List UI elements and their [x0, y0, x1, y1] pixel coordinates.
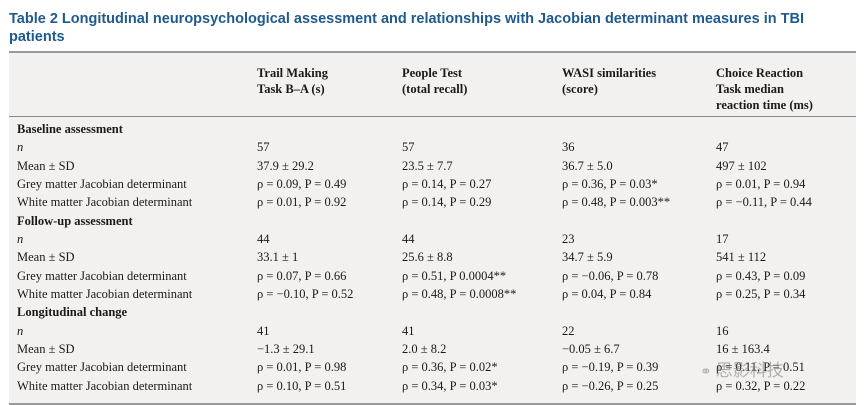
wechat-icon: ⚭: [700, 363, 712, 379]
row-label: Follow-up assessment: [17, 213, 133, 228]
table-cell: 22: [562, 323, 575, 338]
table-cell: ρ = 0.48, P = 0.0008**: [402, 286, 517, 301]
table-cell: 17: [716, 231, 729, 246]
table-cell: 16 ± 163.4: [716, 341, 770, 356]
header-line: WASI similarities: [562, 66, 657, 80]
header-line: Trail Making: [257, 66, 328, 80]
table-caption: Table 2 Longitudinal neuropsychological a…: [9, 10, 859, 46]
table-cell: ρ = 0.01, P = 0.98: [257, 360, 347, 375]
table-cell: ρ = 0.01, P = 0.92: [257, 195, 347, 210]
row-label: Mean ± SD: [17, 158, 75, 173]
header-line: Choice Reaction: [716, 66, 804, 80]
table-cell: 2.0 ± 8.2: [402, 341, 447, 356]
table-cell: ρ = 0.51, P 0.0004**: [402, 268, 507, 283]
table-cell: ρ = 0.14, P = 0.29: [402, 195, 492, 210]
table-cell: ρ = 0.11, P = 0.51: [716, 360, 805, 375]
table-row: n 41 41 22 16: [9, 322, 856, 340]
row-label: Longitudinal change: [17, 305, 128, 320]
table-row: White matter Jacobian determinant ρ = −0.…: [9, 285, 856, 303]
table-row: White matter Jacobian determinant ρ = 0.0…: [9, 193, 856, 211]
table-cell: ρ = 0.43, P = 0.09: [716, 268, 806, 283]
table-cell: ρ = 0.14, P = 0.27: [402, 176, 492, 191]
table-cell: ρ = 0.07, P = 0.66: [257, 268, 347, 283]
table-cell: 497 ± 102: [716, 158, 767, 173]
header-line: Task B–A (s): [257, 82, 325, 96]
table-cell: ρ = 0.10, P = 0.51: [257, 378, 347, 393]
table-cell: ρ = 0.48, P = 0.003**: [562, 195, 671, 210]
table-cell: ρ = 0.34, P = 0.03*: [402, 378, 498, 393]
table-row: Mean ± SD −1.3 ± 29.1 2.0 ± 8.2 −0.05 ± 6.7…: [9, 340, 856, 358]
row-label: White matter Jacobian determinant: [17, 195, 193, 210]
table-cell: ρ = 0.04, P = 0.84: [562, 286, 652, 301]
table-row: Mean ± SD 33.1 ± 1 25.6 ± 8.8 34.7 ± 5.9 541…: [9, 248, 856, 266]
header-line: (total recall): [402, 82, 468, 96]
table-cell: 34.7 ± 5.9: [562, 250, 613, 265]
table-cell: 47: [716, 140, 729, 155]
header-line: People Test: [402, 66, 463, 80]
row-label: White matter Jacobian determinant: [17, 378, 193, 393]
section-row: Longitudinal change: [9, 303, 856, 321]
results-table: Trail Making Task B–A (s) People Test (t…: [9, 51, 856, 405]
table-row: Grey matter Jacobian determinant ρ = 0.07…: [9, 267, 856, 285]
row-label: Mean ± SD: [17, 250, 75, 265]
header-divider: [9, 116, 856, 117]
column-header-wasi: WASI similarities (score): [562, 65, 656, 97]
watermark: ⚭ 思影科技: [700, 356, 784, 381]
row-label: n: [17, 323, 24, 338]
table-cell: ρ = 0.36, P = 0.03*: [562, 176, 658, 191]
table-row: Grey matter Jacobian determinant ρ = 0.01…: [9, 358, 856, 376]
row-label: Baseline assessment: [17, 122, 123, 136]
table-row: Grey matter Jacobian determinant ρ = 0.09…: [9, 175, 856, 193]
header-line: reaction time (ms): [716, 98, 813, 112]
row-label: n: [17, 140, 24, 155]
row-label: n: [17, 231, 24, 246]
row-label: White matter Jacobian determinant: [17, 286, 193, 301]
table-cell: 23.5 ± 7.7: [402, 158, 453, 173]
table-cell: ρ = −0.19, P = 0.39: [562, 360, 659, 375]
table-cell: 25.6 ± 8.8: [402, 250, 453, 265]
table-cell: 36.7 ± 5.0: [562, 158, 613, 173]
table-cell: 16: [716, 323, 729, 338]
row-label: Grey matter Jacobian determinant: [17, 176, 187, 191]
table-cell: 44: [402, 231, 415, 246]
row-label: Grey matter Jacobian determinant: [17, 360, 187, 375]
table-cell: ρ = 0.01, P = 0.94: [716, 176, 806, 191]
table-cell: 57: [257, 140, 270, 155]
header-line: Task median: [716, 82, 784, 96]
watermark-text: 思影科技: [715, 361, 784, 380]
table-cell: 44: [257, 231, 270, 246]
column-header-people-test: People Test (total recall): [402, 65, 467, 97]
table-cell: ρ = 0.36, P = 0.02*: [402, 360, 498, 375]
row-label: Mean ± SD: [17, 341, 75, 356]
row-label: Grey matter Jacobian determinant: [17, 268, 187, 283]
table-cell: ρ = −0.11, P = 0.44: [716, 195, 812, 210]
table-cell: ρ = −0.06, P = 0.78: [562, 268, 659, 283]
table-cell: 23: [562, 231, 575, 246]
table-cell: 57: [402, 140, 415, 155]
table-row: n 57 57 36 47: [9, 138, 856, 156]
section-row: Baseline assessment: [9, 120, 856, 138]
table-cell: 37.9 ± 29.2: [257, 158, 314, 173]
column-header-choice-reaction: Choice Reaction Task median reaction tim…: [716, 65, 813, 113]
table-cell: 36: [562, 140, 575, 155]
table-cell: 541 ± 112: [716, 250, 767, 265]
table-cell: 33.1 ± 1: [257, 250, 299, 265]
table-cell: 41: [257, 323, 270, 338]
table-row: n 44 44 23 17: [9, 230, 856, 248]
table-cell: ρ = −0.26, P = 0.25: [562, 378, 659, 393]
table-cell: ρ = 0.25, P = 0.34: [716, 286, 806, 301]
table-row: Mean ± SD 37.9 ± 29.2 23.5 ± 7.7 36.7 ± 5.0…: [9, 157, 856, 175]
table-cell: −1.3 ± 29.1: [257, 341, 315, 356]
table-caption-text: Longitudinal neuropsychological assessme…: [9, 11, 804, 45]
column-header-trail-making: Trail Making Task B–A (s): [257, 65, 328, 97]
table-cell: ρ = 0.32, P = 0.22: [716, 378, 806, 393]
section-row: Follow-up assessment: [9, 212, 856, 230]
table-cell: ρ = −0.10, P = 0.52: [257, 286, 354, 301]
table-cell: −0.05 ± 6.7: [562, 341, 620, 356]
header-line: (score): [562, 82, 598, 96]
table-row: White matter Jacobian determinant ρ = 0.1…: [9, 377, 856, 395]
table-cell: 41: [402, 323, 415, 338]
table-caption-label: Table 2: [9, 11, 58, 27]
table-cell: ρ = 0.09, P = 0.49: [257, 176, 347, 191]
